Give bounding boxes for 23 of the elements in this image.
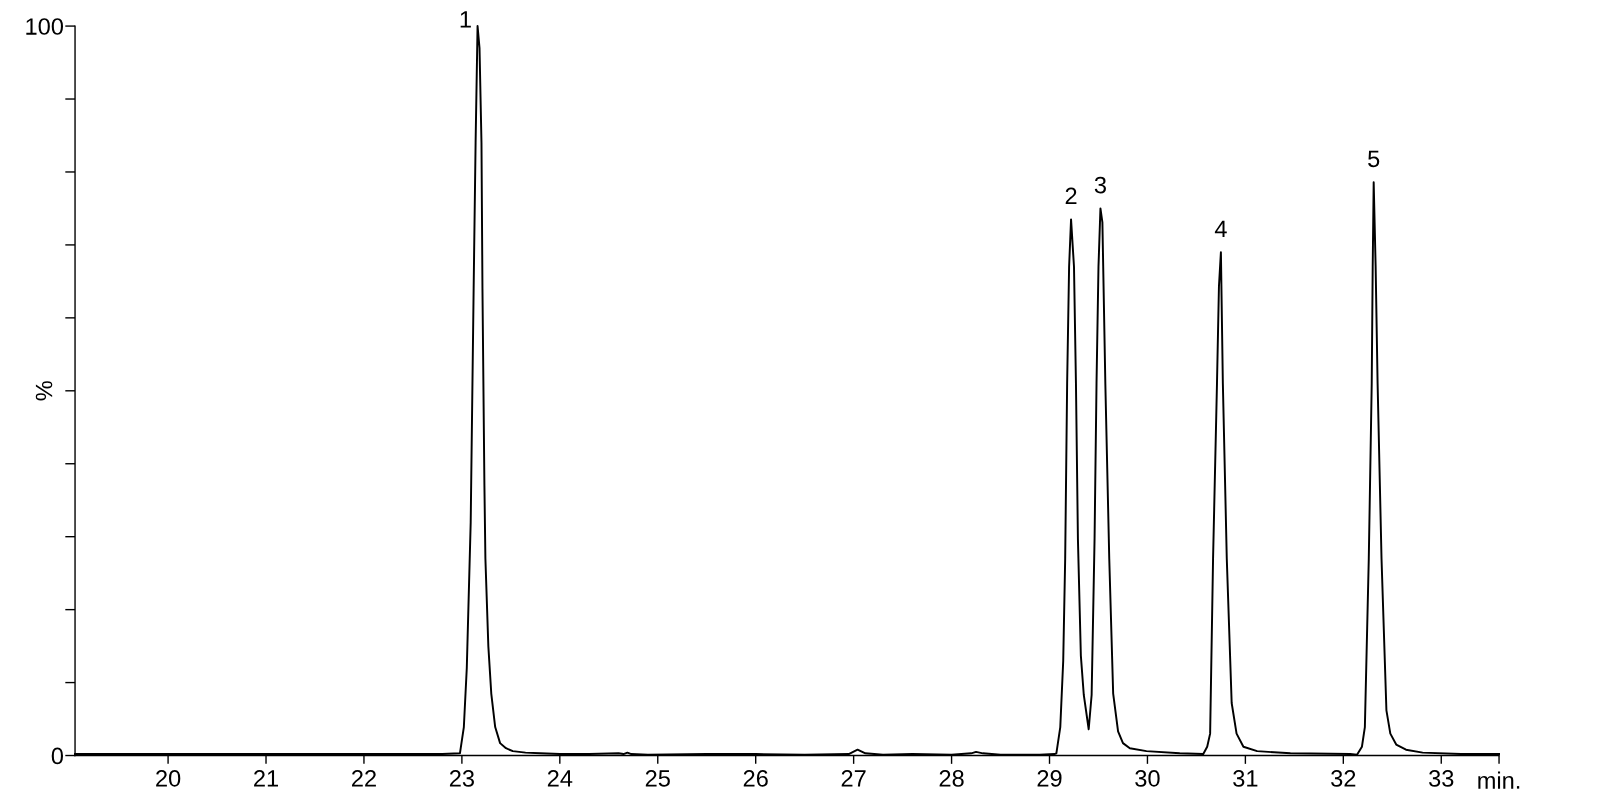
- x-tick-label: 25: [645, 770, 670, 787]
- annotation: 2: [1065, 187, 1077, 205]
- x-tick-label: 26: [743, 770, 768, 787]
- x-tick-label: 31: [1233, 770, 1258, 787]
- annotation: 4: [1214, 220, 1227, 237]
- annotation: 5: [1368, 150, 1380, 168]
- x-tick-label: 23: [449, 770, 474, 787]
- y-tick-label: 0: [51, 747, 64, 765]
- annotation: 1: [460, 11, 471, 28]
- x-tick-label: 21: [254, 770, 278, 787]
- x-tick-label: 28: [939, 770, 964, 787]
- x-axis-title: min.: [1478, 771, 1520, 789]
- y-axis-title: %: [35, 381, 53, 401]
- x-tick-label: 33: [1429, 770, 1454, 787]
- x-tick-label: 27: [841, 770, 866, 787]
- x-tick-label: 20: [156, 770, 181, 787]
- annotation: 3: [1094, 176, 1106, 194]
- x-tick-label: 22: [352, 770, 376, 787]
- y-tick-label: 100: [26, 18, 64, 35]
- x-tick-label: 29: [1037, 770, 1062, 787]
- x-tick-label: 32: [1331, 770, 1356, 787]
- x-tick-label: 24: [547, 770, 573, 787]
- x-tick-label: 30: [1135, 770, 1160, 787]
